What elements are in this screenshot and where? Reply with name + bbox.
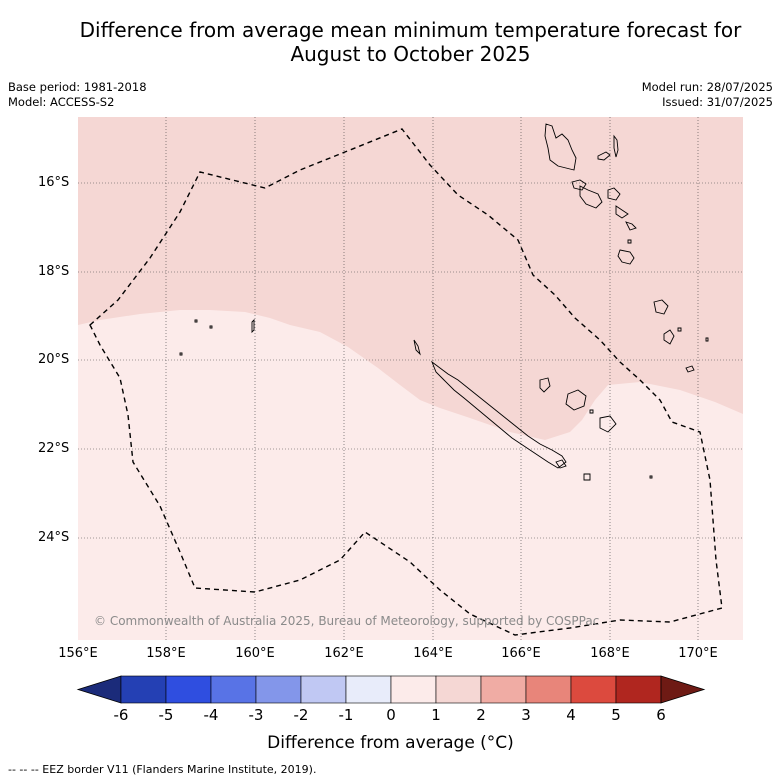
island-chesterfield-2 — [194, 319, 198, 323]
colorbar-tick-label: 0 — [386, 706, 396, 724]
colorbar-tick-label: 2 — [476, 706, 486, 724]
colorbar-segment — [165, 675, 212, 704]
island-walpole — [583, 473, 591, 481]
island-chesterfield-3 — [209, 325, 213, 329]
chart-title: Difference from average mean minimum tem… — [40, 18, 781, 66]
island-espiritu-santo — [544, 123, 577, 171]
colorbar-tick-label: -6 — [113, 706, 129, 724]
island-malo — [597, 151, 611, 161]
lon-label-156e: 156°E — [58, 646, 98, 661]
island-efate — [617, 249, 635, 265]
colorbar-extend-high — [660, 675, 706, 704]
lat-label-22s: 22°S — [38, 441, 70, 456]
lon-label-162e: 162°E — [324, 646, 364, 661]
model-run: Model run: 28/07/2025 — [641, 80, 773, 94]
issued-date: Issued: 31/07/2025 — [662, 95, 773, 109]
meta-left: Base period: 1981-2018 Model: ACCESS-S2 — [8, 80, 147, 110]
island-shepherds — [625, 221, 637, 231]
lat-label-18s: 18°S — [38, 264, 70, 279]
island-futuna — [705, 337, 709, 342]
colorbar — [76, 675, 706, 704]
island-mare — [599, 415, 617, 433]
lon-label-160e: 160°E — [235, 646, 275, 661]
island-maewo — [613, 134, 619, 158]
colorbar-tick-label: 3 — [521, 706, 531, 724]
island-small-1 — [627, 239, 632, 244]
lat-label-16s: 16°S — [38, 175, 70, 190]
copyright-text: © Commonwealth of Australia 2025, Bureau… — [94, 614, 600, 628]
model-name: Model: ACCESS-S2 — [8, 95, 115, 109]
colorbar-segment — [525, 675, 572, 704]
colorbar-tick-label: -3 — [248, 706, 264, 724]
lat-label-20s: 20°S — [38, 352, 70, 367]
islands — [179, 123, 709, 481]
lon-label-158e: 158°E — [146, 646, 186, 661]
colorbar-tick-label: 6 — [656, 706, 666, 724]
lon-label-170e: 170°E — [678, 646, 718, 661]
island-chesterfield-4 — [179, 352, 183, 356]
colorbar-tick-label: -5 — [158, 706, 174, 724]
base-period: Base period: 1981-2018 — [8, 80, 147, 94]
meta-right: Model run: 28/07/2025 Issued: 31/07/2025 — [642, 80, 773, 110]
island-matthew — [649, 475, 653, 479]
colorbar-segment — [615, 675, 662, 704]
title-line-1: Difference from average mean minimum tem… — [79, 18, 742, 42]
lon-label-166e: 166°E — [501, 646, 541, 661]
colorbar-segment — [390, 675, 437, 704]
island-ambae — [571, 179, 587, 191]
colorbar-segment — [570, 675, 617, 704]
colorbar-tick-label: -1 — [338, 706, 354, 724]
colorbar-tick-label: 4 — [566, 706, 576, 724]
island-lifou — [565, 389, 587, 411]
colorbar-segment — [210, 675, 257, 704]
island-grande-terre — [430, 360, 567, 469]
lat-label-24s: 24°S — [38, 530, 70, 545]
colorbar-segment — [435, 675, 482, 704]
lon-label-168e: 168°E — [590, 646, 630, 661]
island-pentecost — [607, 187, 621, 201]
colorbar-tick-label: -4 — [203, 706, 219, 724]
island-tanna — [663, 329, 675, 345]
island-ouvea — [539, 377, 551, 393]
island-ile-des-pins — [555, 459, 567, 469]
colorbar-segment — [480, 675, 527, 704]
eez-legend-note: -- -- -- EEZ border V11 (Flanders Marine… — [8, 763, 317, 776]
island-aneityum — [685, 365, 695, 373]
colorbar-extend-low — [76, 675, 122, 704]
colorbar-segment — [255, 675, 302, 704]
island-malakula — [579, 185, 603, 209]
title-line-2: August to October 2025 — [290, 42, 531, 66]
colorbar-segment — [120, 675, 167, 704]
colorbar-segment — [300, 675, 347, 704]
grid-lines — [78, 117, 743, 640]
colorbar-tick-label: -2 — [293, 706, 309, 724]
island-chesterfield — [251, 318, 255, 334]
island-epi — [615, 205, 629, 219]
island-tiga — [589, 409, 594, 414]
colorbar-title: Difference from average (°C) — [267, 733, 514, 753]
colorbar-tick-label: 5 — [611, 706, 621, 724]
island-aniwa — [677, 327, 682, 332]
island-erromango — [653, 299, 669, 315]
warm-region-1-to-2 — [78, 117, 743, 440]
island-belep — [413, 339, 421, 356]
colorbar-segment — [345, 675, 392, 704]
lon-label-164e: 164°E — [413, 646, 453, 661]
colorbar-tick-label: 1 — [431, 706, 441, 724]
